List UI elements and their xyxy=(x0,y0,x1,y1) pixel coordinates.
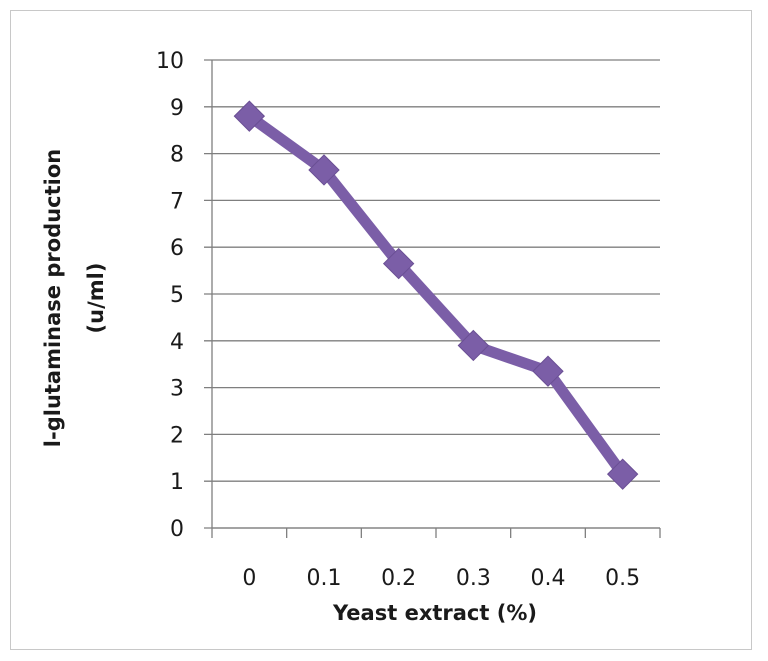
x-tick-label-0.3: 0.3 xyxy=(456,566,491,591)
data-point-0.3 xyxy=(457,329,490,362)
x-tick-label-0.5: 0.5 xyxy=(605,566,640,591)
x-tick-labels: 0 0.1 0.2 0.3 0.4 0.5 xyxy=(242,566,640,591)
x-tick-label-0.2: 0.2 xyxy=(381,566,416,591)
data-point-0.2 xyxy=(382,247,415,280)
y-tick-label-9: 9 xyxy=(170,96,184,121)
series-layer xyxy=(233,100,639,490)
y-tick-label-3: 3 xyxy=(170,377,184,402)
y-axis-title-line1: l-glutaminase production xyxy=(41,149,65,447)
y-tick-label-0: 0 xyxy=(170,517,184,542)
y-tick-label-4: 4 xyxy=(170,330,184,355)
y-tick-label-6: 6 xyxy=(170,236,184,261)
x-tick-label-0: 0 xyxy=(242,566,256,591)
data-point-0.5 xyxy=(606,458,639,490)
y-tick-label-10: 10 xyxy=(156,49,184,74)
y-tick-label-1: 1 xyxy=(170,470,184,495)
y-tick-label-5: 5 xyxy=(170,283,184,308)
data-point-0.1 xyxy=(308,154,340,186)
y-tick-label-8: 8 xyxy=(170,143,184,168)
x-tick-label-0.1: 0.1 xyxy=(307,566,342,591)
y-tick-label-7: 7 xyxy=(170,189,184,214)
data-point-0.4 xyxy=(532,355,564,387)
x-tick-label-0.4: 0.4 xyxy=(531,566,566,591)
chart-frame xyxy=(10,10,752,650)
series-line-0 xyxy=(243,110,629,480)
y-axis-title-line2: (u/ml) xyxy=(84,263,108,334)
y-tick-labels: 0 1 2 3 4 5 6 7 8 9 10 xyxy=(156,49,184,542)
y-tick-label-2: 2 xyxy=(170,423,184,448)
axes xyxy=(211,60,661,538)
data-point-0 xyxy=(233,100,266,132)
x-axis-title: Yeast extract (%) xyxy=(332,601,537,625)
